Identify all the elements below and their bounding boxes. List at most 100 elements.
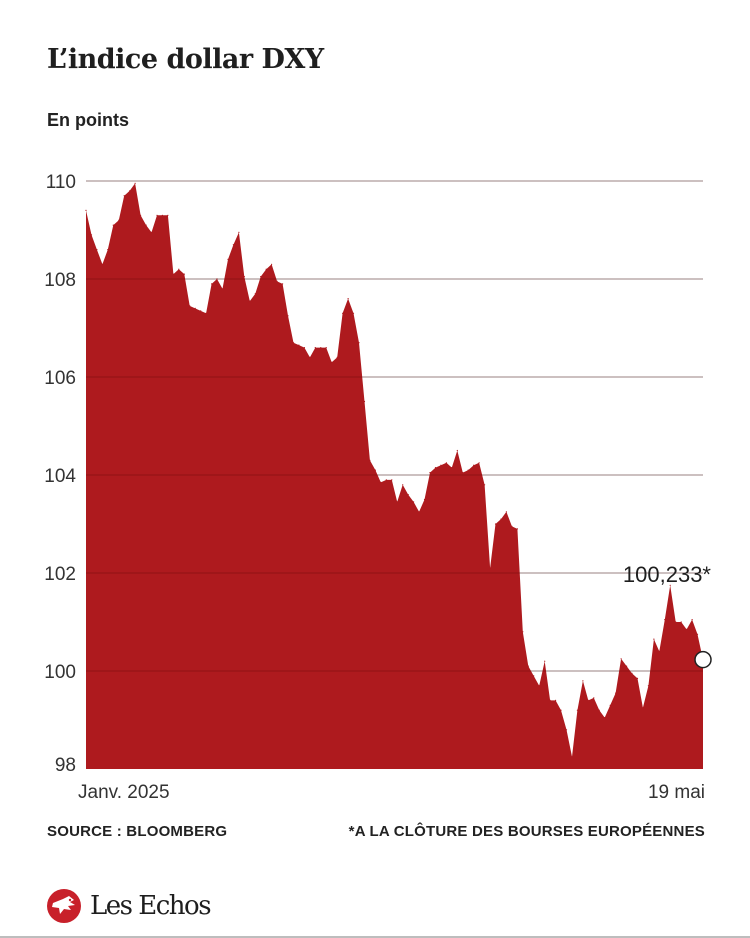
data-point bbox=[675, 621, 677, 623]
data-point bbox=[314, 347, 316, 349]
data-point bbox=[112, 224, 114, 226]
data-point bbox=[516, 528, 519, 530]
data-point bbox=[680, 621, 682, 623]
data-point bbox=[636, 677, 639, 680]
data-point bbox=[380, 481, 382, 483]
data-point bbox=[254, 293, 256, 295]
data-points bbox=[85, 182, 704, 758]
data-point bbox=[691, 619, 693, 621]
y-tick-label: 102 bbox=[44, 564, 76, 585]
data-point bbox=[445, 462, 447, 464]
data-point bbox=[642, 707, 644, 709]
data-point bbox=[560, 709, 562, 711]
data-point bbox=[118, 219, 120, 221]
data-point bbox=[456, 449, 458, 452]
area-series-dxy bbox=[86, 183, 703, 769]
gridlines-over-area bbox=[86, 180, 703, 672]
data-point bbox=[686, 628, 688, 631]
data-point bbox=[183, 273, 185, 275]
data-point bbox=[696, 633, 699, 635]
data-point bbox=[336, 356, 338, 358]
data-point bbox=[292, 342, 295, 344]
data-point bbox=[167, 214, 169, 216]
data-point bbox=[609, 704, 611, 706]
data-point bbox=[298, 344, 300, 346]
bottom-divider bbox=[0, 936, 750, 938]
data-point bbox=[101, 263, 103, 265]
data-point bbox=[309, 356, 311, 358]
data-point bbox=[123, 195, 125, 197]
data-point bbox=[150, 231, 153, 233]
data-point bbox=[352, 312, 355, 314]
data-point bbox=[145, 224, 147, 226]
y-tick-label: 108 bbox=[44, 270, 76, 291]
data-point bbox=[134, 182, 136, 184]
data-point bbox=[522, 631, 524, 633]
data-point bbox=[620, 658, 622, 660]
data-point bbox=[538, 685, 540, 687]
data-point bbox=[287, 315, 289, 317]
data-point bbox=[156, 214, 158, 216]
data-point bbox=[505, 511, 507, 513]
data-point bbox=[107, 249, 109, 251]
source-note: SOURCE : BLOOMBERG bbox=[47, 823, 228, 840]
data-point bbox=[555, 699, 557, 702]
y-tick-label: 104 bbox=[44, 466, 76, 487]
data-point bbox=[571, 756, 573, 758]
data-point bbox=[576, 709, 579, 711]
data-point bbox=[647, 685, 650, 687]
data-point bbox=[407, 494, 409, 496]
data-point bbox=[385, 479, 387, 481]
data-point bbox=[227, 258, 229, 260]
data-point bbox=[260, 276, 262, 278]
data-point bbox=[221, 288, 224, 290]
data-point bbox=[484, 484, 486, 486]
y-tick-label: 106 bbox=[44, 368, 76, 389]
data-point bbox=[249, 300, 251, 302]
data-point bbox=[331, 361, 333, 363]
data-point bbox=[494, 523, 497, 525]
data-point bbox=[473, 464, 475, 466]
data-point bbox=[320, 347, 322, 349]
x-tick-start: Janv. 2025 bbox=[78, 782, 170, 803]
data-point bbox=[653, 638, 655, 640]
data-point bbox=[189, 305, 191, 307]
data-point bbox=[418, 511, 420, 513]
data-point bbox=[511, 525, 513, 528]
data-point bbox=[363, 400, 366, 403]
data-point bbox=[161, 214, 163, 216]
data-point bbox=[593, 697, 595, 699]
data-point bbox=[90, 234, 93, 236]
data-point bbox=[664, 619, 666, 621]
data-point bbox=[423, 498, 426, 501]
data-point bbox=[129, 190, 131, 192]
brand-name: Les Echos bbox=[90, 891, 212, 921]
data-point bbox=[391, 479, 393, 481]
data-point bbox=[271, 263, 273, 265]
data-point bbox=[238, 231, 240, 233]
y-tick-label: 110 bbox=[46, 172, 76, 193]
data-point bbox=[440, 464, 442, 466]
data-point bbox=[587, 699, 589, 702]
data-point bbox=[96, 249, 98, 251]
data-point bbox=[669, 584, 671, 586]
les-echos-logo: Les Echos bbox=[46, 888, 212, 924]
data-point bbox=[216, 278, 218, 280]
data-point bbox=[413, 501, 415, 503]
chart-subtitle: En points bbox=[47, 110, 129, 130]
data-point bbox=[402, 484, 404, 486]
data-point bbox=[205, 312, 207, 314]
data-point bbox=[276, 280, 278, 282]
data-point bbox=[303, 347, 305, 349]
data-point bbox=[200, 310, 202, 312]
data-point bbox=[347, 298, 349, 300]
data-point bbox=[325, 347, 327, 349]
data-point bbox=[172, 273, 174, 275]
data-point bbox=[467, 469, 469, 471]
data-point bbox=[434, 467, 437, 469]
data-point bbox=[658, 650, 660, 653]
data-point bbox=[631, 672, 633, 675]
data-point bbox=[232, 244, 234, 246]
data-point bbox=[500, 518, 502, 520]
closing-note: *A LA CLÔTURE DES BOURSES EUROPÉENNES bbox=[348, 823, 705, 840]
